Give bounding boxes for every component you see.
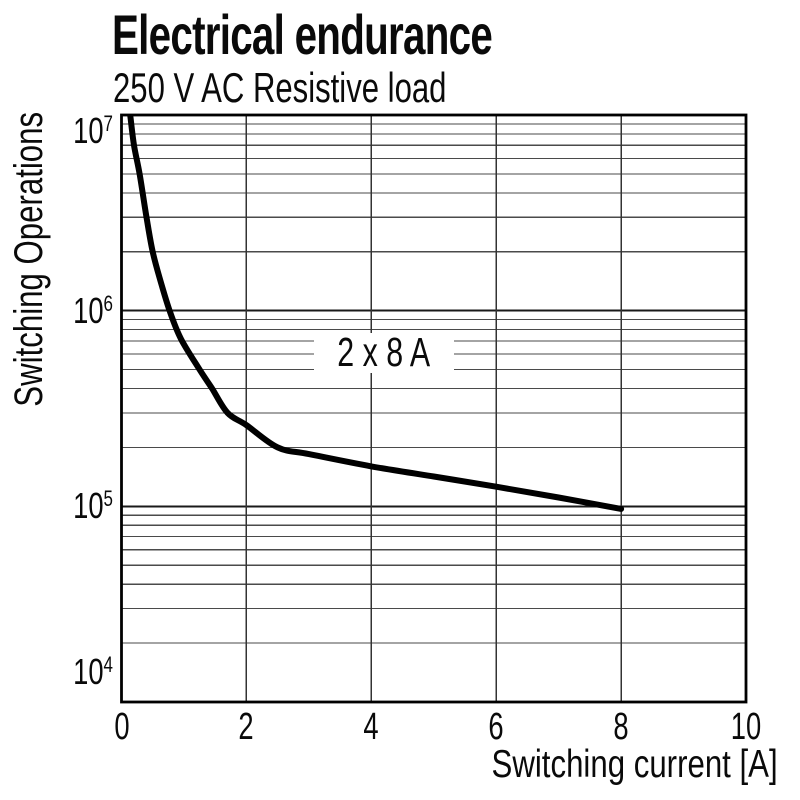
y-tick-label: 104 (73, 651, 113, 692)
x-tick-label: 0 (113, 706, 130, 748)
chart-title: Electrical endurance (112, 3, 493, 66)
x-tick-label: 10 (730, 706, 762, 748)
x-axis-title: Switching current [A] (491, 743, 778, 786)
x-tick-label: 6 (488, 706, 504, 748)
endurance-curve (127, 115, 625, 512)
gridlines (121, 115, 746, 702)
y-tick-label: 106 (73, 289, 113, 331)
plot-frame (120, 113, 748, 704)
x-tick-label: 2 (238, 706, 254, 748)
x-tick-label: 8 (613, 706, 629, 748)
curve-annotation-text: 2 x 8 A (337, 329, 431, 376)
y-tick-label: 105 (73, 485, 113, 527)
x-tick-label: 4 (363, 706, 379, 748)
y-tick-label: 107 (73, 110, 113, 151)
curve-annotation: 2 x 8 A (313, 329, 454, 375)
chart-subtitle: 250 V AC Resistive load (113, 64, 447, 111)
